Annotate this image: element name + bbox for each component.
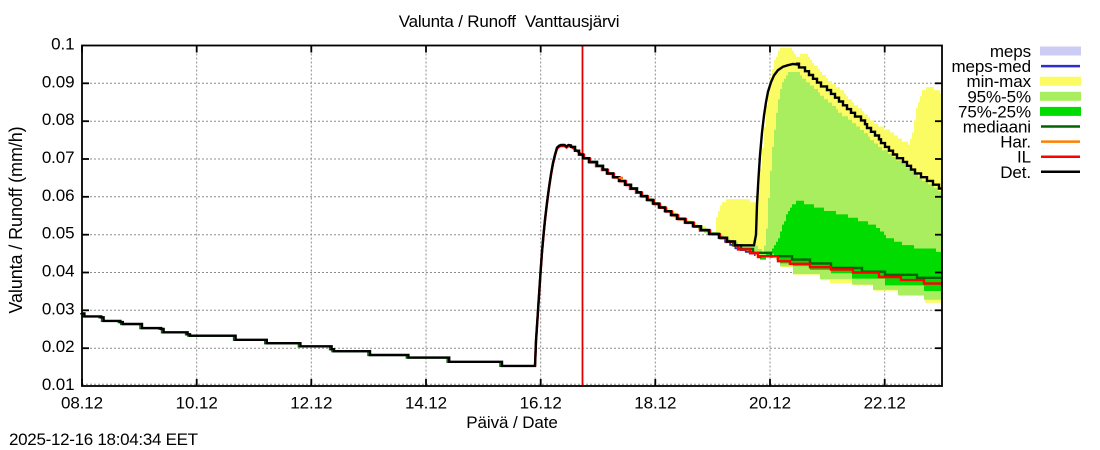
svg-text:0.09: 0.09: [42, 72, 75, 91]
svg-text:2025-12-16 18:04:34 EET: 2025-12-16 18:04:34 EET: [9, 430, 198, 449]
svg-text:meps: meps: [990, 42, 1031, 61]
svg-text:16.12: 16.12: [520, 394, 562, 413]
svg-text:08.12: 08.12: [61, 394, 103, 413]
svg-text:mediaani: mediaani: [963, 118, 1031, 137]
svg-text:22.12: 22.12: [864, 394, 906, 413]
svg-text:18.12: 18.12: [634, 394, 676, 413]
svg-text:Det.: Det.: [1000, 163, 1031, 182]
svg-text:Valunta / Runoff (mm/h): Valunta / Runoff (mm/h): [6, 126, 26, 313]
svg-text:min-max: min-max: [967, 72, 1032, 91]
svg-text:95%-5%: 95%-5%: [967, 87, 1031, 106]
svg-text:Har.: Har.: [1000, 133, 1031, 152]
svg-text:20.12: 20.12: [749, 394, 791, 413]
svg-text:14.12: 14.12: [405, 394, 447, 413]
svg-text:meps-med: meps-med: [951, 57, 1031, 76]
svg-text:0.06: 0.06: [42, 186, 75, 205]
svg-text:Päivä / Date: Päivä / Date: [466, 413, 557, 432]
svg-text:0.05: 0.05: [42, 224, 75, 243]
svg-text:0.01: 0.01: [42, 375, 75, 394]
svg-text:0.1: 0.1: [51, 35, 74, 54]
svg-text:10.12: 10.12: [176, 394, 218, 413]
svg-text:75%-25%: 75%-25%: [958, 102, 1031, 121]
svg-text:Valunta / Runoff Vanttausjärv: Valunta / Runoff Vanttausjärvi: [399, 12, 620, 31]
svg-text:IL: IL: [1017, 148, 1031, 167]
svg-text:0.02: 0.02: [42, 337, 75, 356]
svg-text:12.12: 12.12: [290, 394, 332, 413]
svg-text:0.03: 0.03: [42, 299, 75, 318]
svg-text:0.08: 0.08: [42, 110, 75, 129]
svg-text:0.04: 0.04: [42, 262, 75, 281]
svg-text:0.07: 0.07: [42, 148, 75, 167]
